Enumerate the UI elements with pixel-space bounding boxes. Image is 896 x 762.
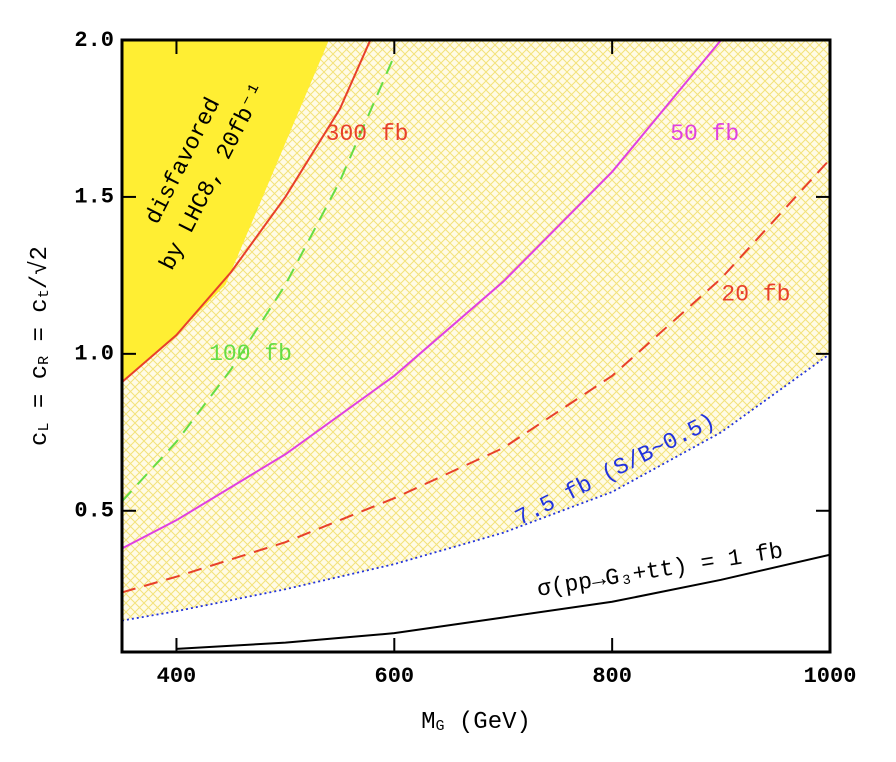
curve <box>122 40 722 550</box>
y-tick-label: 2.0 <box>74 28 114 53</box>
curve <box>122 158 830 594</box>
x-axis-label-part: M <box>421 709 435 736</box>
y-axis-label-part: c <box>27 432 54 446</box>
x-tick-label: 1000 <box>804 664 857 689</box>
y-axis-label-part: = c <box>27 298 54 356</box>
y-axis-label-part: R <box>36 356 53 365</box>
x-tick-label: 800 <box>592 664 632 689</box>
plot-frame <box>120 38 832 654</box>
x-axis-label-part: (GeV) <box>445 709 531 736</box>
x-tick-label: 600 <box>375 664 415 689</box>
disfavored-region <box>122 40 329 383</box>
y-tick-label: 1.0 <box>74 342 114 367</box>
y-axis-label-part: /√2 <box>27 246 54 289</box>
y-axis-label-part: = c <box>27 365 54 423</box>
curve-label: 100 fb <box>209 341 292 367</box>
curve-label: 20 fb <box>721 281 790 307</box>
curve-label: 300 fb <box>326 121 409 147</box>
x-axis-label: MG (GeV) <box>421 709 531 736</box>
curve <box>122 353 830 622</box>
y-tick-label: 0.5 <box>74 499 114 524</box>
x-axis-label-part: G <box>435 718 444 735</box>
hatched-region <box>122 40 830 621</box>
y-axis-label-part: t <box>36 289 53 298</box>
curve <box>122 40 372 383</box>
x-tick-label: 400 <box>157 664 197 689</box>
y-axis-label-part: L <box>36 423 53 432</box>
y-tick-label: 1.5 <box>74 185 114 210</box>
curve <box>176 553 830 650</box>
curve-label: 50 fb <box>670 121 739 147</box>
y-axis-label: cL = cR = ct/√2 <box>27 246 54 446</box>
plot-area <box>122 40 830 650</box>
